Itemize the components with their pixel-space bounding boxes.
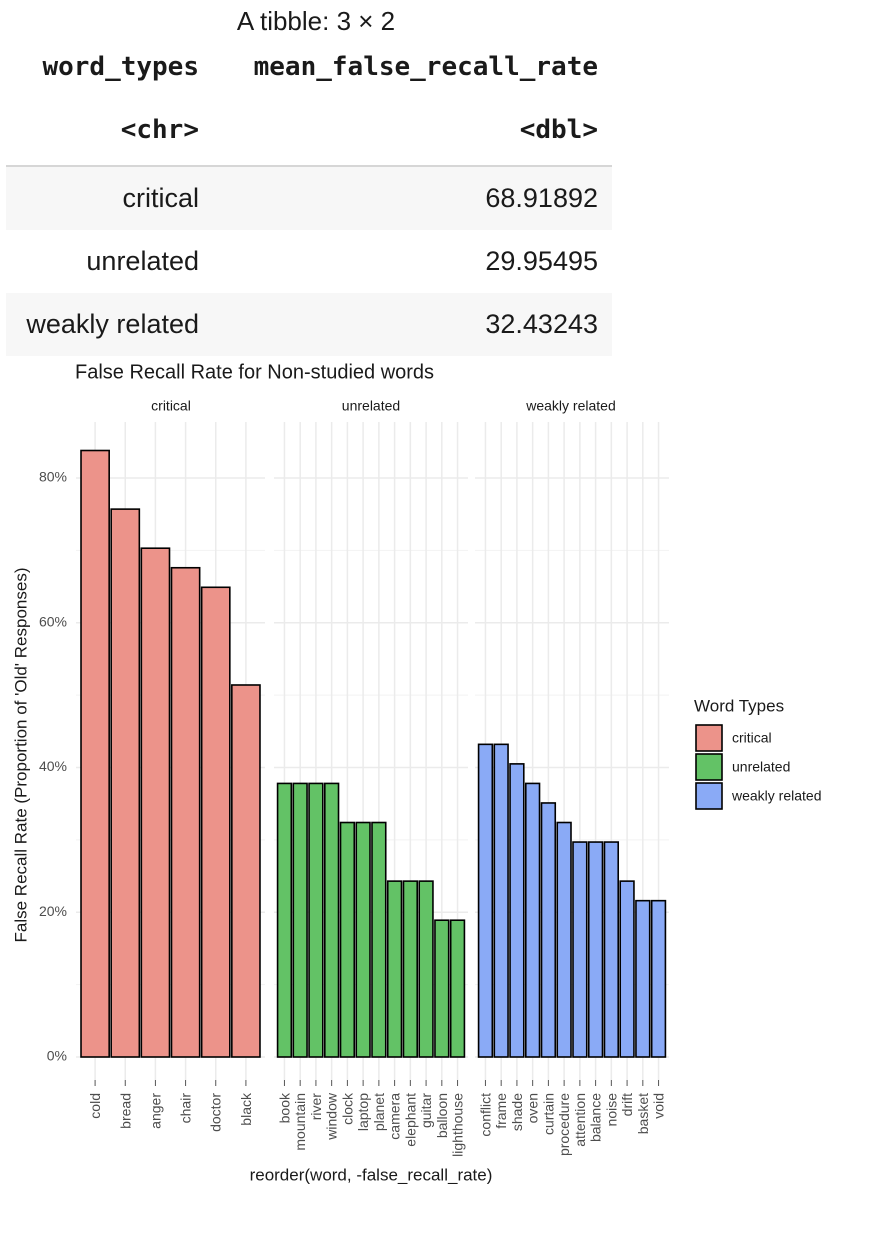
mean-rate-cell: 68.91892 <box>485 183 598 213</box>
bar-window <box>323 782 340 1058</box>
column-header-mean-false-recall-rate: mean_false_recall_rate <box>253 52 598 82</box>
x-tick-label-laptop: laptop <box>355 1093 371 1131</box>
mean-rate-cell: 32.43243 <box>485 309 598 339</box>
bar-chair <box>170 566 201 1058</box>
legend-key-unrelated <box>695 753 723 781</box>
bar-mountain <box>292 782 308 1058</box>
legend-key-weakly-related <box>695 782 723 810</box>
bar-noise <box>603 841 620 1058</box>
bar-balloon <box>434 919 450 1058</box>
word-types-cell: critical <box>122 183 199 213</box>
x-tick-label-mountain: mountain <box>292 1093 308 1151</box>
x-tick-label-void: void <box>651 1093 667 1119</box>
legend-label-unrelated: unrelated <box>732 759 790 775</box>
bar-guitar <box>418 880 434 1058</box>
bar-conflict <box>477 743 494 1058</box>
chart-title: False Recall Rate for Non-studied words <box>75 361 434 383</box>
x-tick-label-shade: shade <box>509 1093 525 1131</box>
facet-label-unrelated: unrelated <box>342 398 400 414</box>
legend-key-critical <box>695 724 723 752</box>
column-type-word-types: <chr> <box>120 115 199 145</box>
bar-river <box>308 782 324 1058</box>
column-header-word-types: word_types <box>42 52 199 82</box>
column-type-mean-false-recall-rate: <dbl> <box>519 115 598 145</box>
bar-cold <box>80 449 110 1058</box>
x-tick-label-chair: chair <box>178 1093 194 1124</box>
table-row: unrelated 29.95495 <box>6 230 612 293</box>
x-tick-label-basket: basket <box>635 1093 651 1134</box>
word-types-cell: unrelated <box>86 246 199 276</box>
x-tick-label-bread: bread <box>117 1093 133 1129</box>
x-tick-label-procedure: procedure <box>556 1093 572 1156</box>
y-tick-label: 60% <box>39 613 67 629</box>
x-tick-label-noise: noise <box>603 1093 619 1127</box>
bar-clock <box>339 821 356 1058</box>
bar-book <box>276 782 293 1058</box>
bar-drift <box>619 880 635 1058</box>
bar-laptop <box>355 821 371 1058</box>
bar-curtain <box>540 802 557 1058</box>
y-tick-label: 40% <box>39 758 67 774</box>
x-tick-label-river: river <box>308 1093 324 1121</box>
x-tick-label-curtain: curtain <box>540 1093 556 1135</box>
bar-planet <box>371 821 387 1058</box>
x-tick-label-elephant: elephant <box>402 1093 418 1147</box>
x-tick-label-frame: frame <box>493 1093 509 1129</box>
bar-shade <box>509 763 525 1058</box>
x-tick-label-drift: drift <box>619 1093 635 1116</box>
facet-label-critical: critical <box>151 398 191 414</box>
x-tick-label-oven: oven <box>525 1093 541 1123</box>
word-types-cell: weakly related <box>26 309 199 339</box>
facet-label-weakly-related: weakly related <box>525 398 616 414</box>
bar-basket <box>635 899 651 1058</box>
x-tick-label-clock: clock <box>339 1092 355 1125</box>
y-tick-label: 0% <box>47 1048 67 1064</box>
x-tick-label-attention: attention <box>572 1093 588 1147</box>
mean-rate-cell: 29.95495 <box>485 246 598 276</box>
header-divider <box>6 165 612 167</box>
x-tick-label-window: window <box>324 1092 340 1141</box>
y-tick-label: 20% <box>39 903 67 919</box>
x-tick-label-anger: anger <box>147 1093 163 1129</box>
x-tick-label-book: book <box>276 1092 292 1123</box>
bar-balance <box>587 841 604 1058</box>
bar-elephant <box>402 880 419 1058</box>
bar-lighthouse <box>449 919 466 1058</box>
bar-procedure <box>556 821 572 1058</box>
x-axis-title: reorder(word, -false_recall_rate) <box>250 1165 493 1184</box>
x-tick-label-lighthouse: lighthouse <box>450 1093 466 1157</box>
x-tick-label-planet: planet <box>371 1093 387 1131</box>
table-caption: A tibble: 3 × 2 <box>236 6 396 36</box>
table-row: weakly related 32.43243 <box>6 293 612 356</box>
bar-oven <box>524 782 541 1058</box>
legend-title: Word Types <box>694 696 784 715</box>
legend-label-weakly-related: weakly related <box>731 788 822 804</box>
x-tick-label-conflict: conflict <box>477 1093 493 1137</box>
x-tick-label-camera: camera <box>387 1093 403 1140</box>
bar-anger <box>140 547 171 1058</box>
x-tick-label-guitar: guitar <box>418 1093 434 1128</box>
x-tick-label-balance: balance <box>588 1093 604 1142</box>
bar-camera <box>386 880 403 1058</box>
bar-attention <box>572 841 588 1058</box>
bar-frame <box>493 743 509 1058</box>
bar-black <box>231 684 261 1058</box>
y-axis-title: False Recall Rate (Proportion of 'Old' R… <box>11 568 30 943</box>
false-recall-chart: False Recall Rate for Non-studied words c… <box>11 361 822 1184</box>
bar-void <box>650 899 667 1058</box>
x-tick-label-cold: cold <box>87 1093 103 1119</box>
x-tick-label-black: black <box>238 1092 254 1126</box>
y-tick-label: 80% <box>39 469 67 485</box>
bar-doctor <box>200 586 231 1058</box>
x-tick-label-balloon: balloon <box>434 1093 450 1138</box>
bar-bread <box>110 508 141 1058</box>
x-tick-label-doctor: doctor <box>208 1093 224 1132</box>
legend-label-critical: critical <box>732 730 772 746</box>
table-row: critical 68.91892 <box>6 167 612 230</box>
